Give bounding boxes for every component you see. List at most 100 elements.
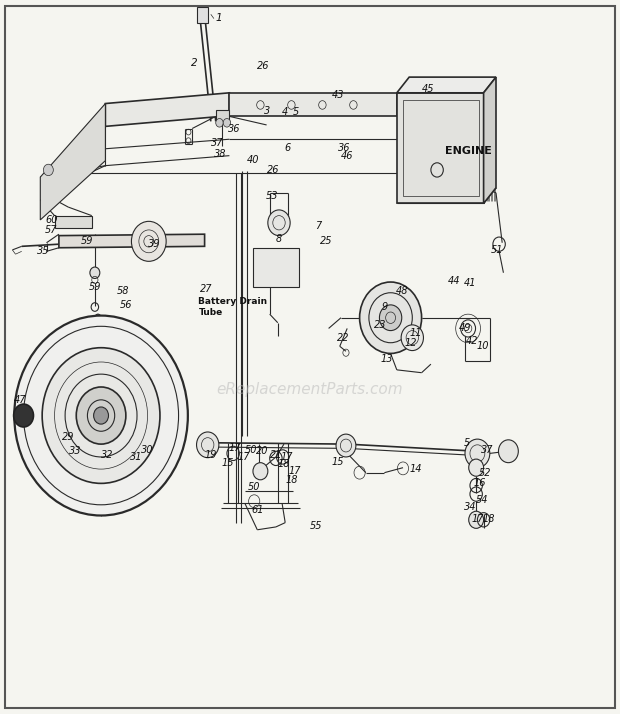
Bar (216, 110, 229, 123)
Circle shape (14, 404, 33, 427)
Text: 46: 46 (340, 151, 353, 161)
Circle shape (90, 267, 100, 278)
Polygon shape (397, 77, 496, 93)
Text: 14: 14 (409, 464, 422, 474)
Circle shape (253, 463, 268, 480)
Text: 39: 39 (148, 239, 160, 249)
Text: 57: 57 (45, 225, 57, 235)
Text: 4: 4 (282, 107, 288, 117)
Text: 11: 11 (409, 328, 422, 338)
Circle shape (94, 407, 108, 424)
Polygon shape (397, 93, 484, 203)
Text: 58: 58 (117, 286, 129, 296)
Circle shape (469, 459, 484, 476)
Text: Tube: Tube (198, 308, 223, 317)
Circle shape (42, 348, 160, 483)
Circle shape (223, 119, 231, 127)
Text: 12: 12 (404, 338, 417, 348)
Text: 5: 5 (464, 438, 470, 448)
Text: 18: 18 (278, 459, 290, 469)
Text: 42: 42 (466, 336, 479, 346)
Text: 15: 15 (332, 457, 344, 467)
Text: 60: 60 (45, 215, 58, 225)
Text: 51: 51 (491, 245, 503, 255)
Polygon shape (55, 216, 92, 228)
Text: 41: 41 (464, 278, 476, 288)
Text: 21: 21 (270, 450, 282, 460)
Text: 17: 17 (288, 466, 301, 476)
Circle shape (14, 316, 188, 516)
Text: Battery Drain: Battery Drain (198, 297, 267, 306)
Polygon shape (105, 93, 229, 126)
Text: 50: 50 (245, 445, 257, 455)
Polygon shape (40, 104, 105, 220)
Text: eReplacementParts.com: eReplacementParts.com (216, 381, 404, 397)
Circle shape (268, 210, 290, 236)
Text: 37: 37 (211, 138, 223, 148)
Text: 5: 5 (293, 107, 299, 117)
Text: 13: 13 (381, 354, 393, 364)
Bar (197, 7, 208, 23)
Text: 17: 17 (237, 452, 250, 462)
Circle shape (131, 221, 166, 261)
Text: 56: 56 (120, 300, 132, 310)
Text: 9: 9 (382, 302, 388, 312)
Text: 10: 10 (476, 341, 489, 351)
Text: 44: 44 (448, 276, 460, 286)
Text: 16: 16 (473, 478, 485, 488)
Text: 2: 2 (191, 58, 198, 68)
Text: 27: 27 (200, 284, 213, 294)
Text: 17: 17 (471, 514, 484, 524)
Bar (403, 100, 479, 196)
Text: 22: 22 (337, 333, 350, 343)
Text: 25: 25 (320, 236, 332, 246)
Circle shape (401, 325, 423, 351)
Text: 36: 36 (228, 124, 241, 134)
Text: 7: 7 (315, 221, 321, 231)
Text: 54: 54 (476, 495, 489, 505)
Text: 17: 17 (228, 443, 241, 453)
Text: 18: 18 (482, 514, 495, 524)
Text: 30: 30 (141, 445, 154, 455)
Text: 23: 23 (374, 320, 386, 330)
Text: 61: 61 (251, 505, 264, 515)
Circle shape (360, 282, 422, 353)
Text: 3: 3 (264, 106, 270, 116)
Text: ENGINE: ENGINE (445, 146, 492, 156)
Text: 15: 15 (222, 458, 234, 468)
Polygon shape (229, 93, 397, 116)
Text: 52: 52 (479, 468, 492, 478)
Text: 49: 49 (459, 323, 471, 333)
Text: 26: 26 (267, 165, 279, 175)
Text: 33: 33 (69, 446, 82, 456)
Polygon shape (90, 104, 105, 150)
Text: 37: 37 (480, 445, 493, 455)
Text: 55: 55 (310, 521, 322, 531)
Text: 18: 18 (285, 475, 298, 485)
Circle shape (379, 305, 402, 331)
Text: 26: 26 (257, 61, 270, 71)
Text: 59: 59 (81, 236, 93, 246)
Text: 34: 34 (464, 502, 476, 512)
Text: 47: 47 (14, 395, 26, 405)
Circle shape (336, 434, 356, 457)
Text: 53: 53 (265, 191, 278, 201)
Circle shape (465, 439, 490, 468)
Circle shape (498, 440, 518, 463)
Circle shape (197, 432, 219, 458)
Text: 29: 29 (62, 432, 74, 442)
Circle shape (216, 119, 223, 127)
Text: 8: 8 (275, 234, 281, 244)
Text: 20: 20 (256, 446, 268, 456)
Bar (253, 248, 299, 287)
Circle shape (76, 387, 126, 444)
Text: 40: 40 (247, 155, 259, 165)
Text: 35: 35 (37, 246, 50, 256)
Polygon shape (484, 77, 496, 203)
Text: 50: 50 (248, 482, 260, 492)
Text: 31: 31 (130, 452, 143, 462)
Text: 45: 45 (422, 84, 434, 94)
Text: 59: 59 (89, 282, 101, 292)
Circle shape (469, 511, 484, 528)
Text: 19: 19 (205, 450, 217, 460)
